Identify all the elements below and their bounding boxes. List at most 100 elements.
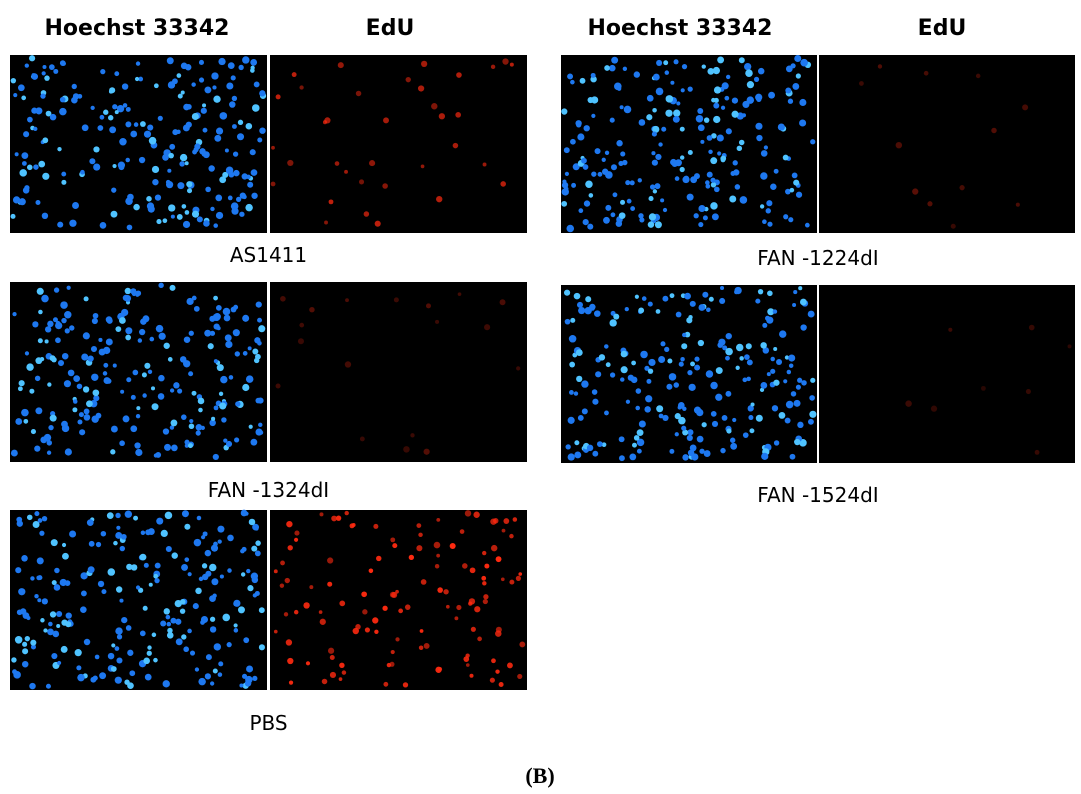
nucleus: [597, 441, 603, 447]
nucleus: [34, 511, 39, 516]
nucleus: [184, 524, 190, 530]
nucleus: [235, 401, 240, 406]
nucleus: [788, 354, 795, 361]
nucleus: [667, 359, 672, 364]
nucleus: [625, 307, 629, 311]
edu-nucleus: [510, 63, 514, 67]
column-header: EdU: [918, 16, 967, 41]
nucleus: [760, 172, 767, 179]
nucleus: [649, 213, 656, 220]
nucleus: [565, 172, 569, 176]
nucleus: [663, 60, 668, 65]
nucleus: [791, 63, 796, 68]
nucleus: [202, 563, 207, 568]
nucleus: [32, 321, 38, 327]
nucleus: [172, 552, 178, 558]
edu-nucleus: [406, 77, 411, 82]
nucleus: [158, 283, 163, 288]
nucleus: [91, 374, 98, 381]
edu-nucleus: [477, 637, 482, 642]
nucleus: [214, 405, 219, 410]
edu-nucleus: [470, 567, 476, 573]
nucleus: [761, 150, 768, 157]
panel: FAN -1524dI: [561, 285, 1075, 507]
nucleus: [191, 82, 195, 86]
nucleus: [171, 445, 178, 452]
nucleus: [704, 450, 711, 457]
nucleus: [688, 87, 693, 92]
nucleus: [92, 318, 98, 324]
edu-nucleus: [959, 185, 964, 190]
nucleus: [576, 349, 583, 356]
nucleus: [748, 407, 752, 411]
nucleus: [61, 646, 68, 653]
edu-nucleus: [1022, 104, 1028, 110]
edu-nucleus: [322, 679, 328, 685]
nucleus: [127, 650, 133, 656]
nucleus: [568, 417, 575, 424]
edu-nucleus: [403, 682, 408, 687]
nucleus: [774, 169, 779, 174]
nucleus: [235, 351, 240, 356]
edu-nucleus: [878, 64, 882, 68]
nucleus: [629, 454, 636, 461]
nucleus: [21, 409, 29, 417]
nucleus: [13, 93, 17, 97]
nucleus: [580, 78, 586, 84]
nucleus: [73, 375, 80, 382]
edu-nucleus: [948, 328, 952, 332]
nucleus: [785, 418, 791, 424]
nucleus: [604, 65, 610, 71]
nucleus: [106, 316, 113, 323]
nucleus: [237, 133, 244, 140]
nucleus: [103, 110, 108, 115]
nucleus: [564, 187, 569, 192]
nucleus: [776, 359, 782, 365]
edu-nucleus: [981, 386, 986, 391]
nucleus: [119, 440, 125, 446]
edu-nucleus: [438, 667, 442, 671]
nucleus: [233, 152, 238, 157]
nucleus: [210, 681, 214, 685]
nucleus: [638, 308, 644, 314]
nucleus: [233, 601, 238, 606]
nucleus: [186, 181, 192, 187]
nucleus: [254, 358, 259, 363]
nucleus: [140, 554, 147, 561]
nucleus: [682, 454, 688, 460]
nucleus: [613, 192, 618, 197]
nucleus: [46, 684, 51, 689]
nucleus: [100, 69, 105, 74]
nucleus: [569, 362, 575, 368]
nucleus: [698, 222, 703, 227]
nucleus: [761, 453, 768, 460]
nucleus: [736, 366, 740, 370]
nucleus: [76, 665, 81, 670]
nucleus: [125, 121, 131, 127]
edu-nucleus: [338, 62, 344, 68]
nucleus: [43, 628, 47, 632]
nucleus: [707, 135, 713, 141]
nucleus: [225, 341, 232, 348]
edu-nucleus: [382, 183, 388, 189]
nucleus: [29, 389, 34, 394]
nucleus: [47, 451, 51, 455]
edu-nucleus: [471, 627, 476, 632]
nucleus: [810, 139, 815, 144]
nucleus: [255, 551, 261, 557]
nucleus: [127, 225, 133, 231]
nucleus: [45, 339, 49, 343]
edu-nucleus: [331, 516, 337, 522]
nucleus: [626, 400, 630, 404]
nucleus: [568, 453, 575, 460]
edu-nucleus: [361, 591, 367, 597]
nucleus: [574, 440, 579, 445]
nucleus: [154, 83, 159, 88]
nucleus: [168, 153, 174, 159]
nucleus: [159, 333, 166, 340]
nucleus: [576, 122, 581, 127]
nucleus: [635, 406, 640, 411]
nucleus: [243, 637, 249, 643]
nucleus: [198, 678, 205, 685]
nucleus: [167, 169, 171, 173]
